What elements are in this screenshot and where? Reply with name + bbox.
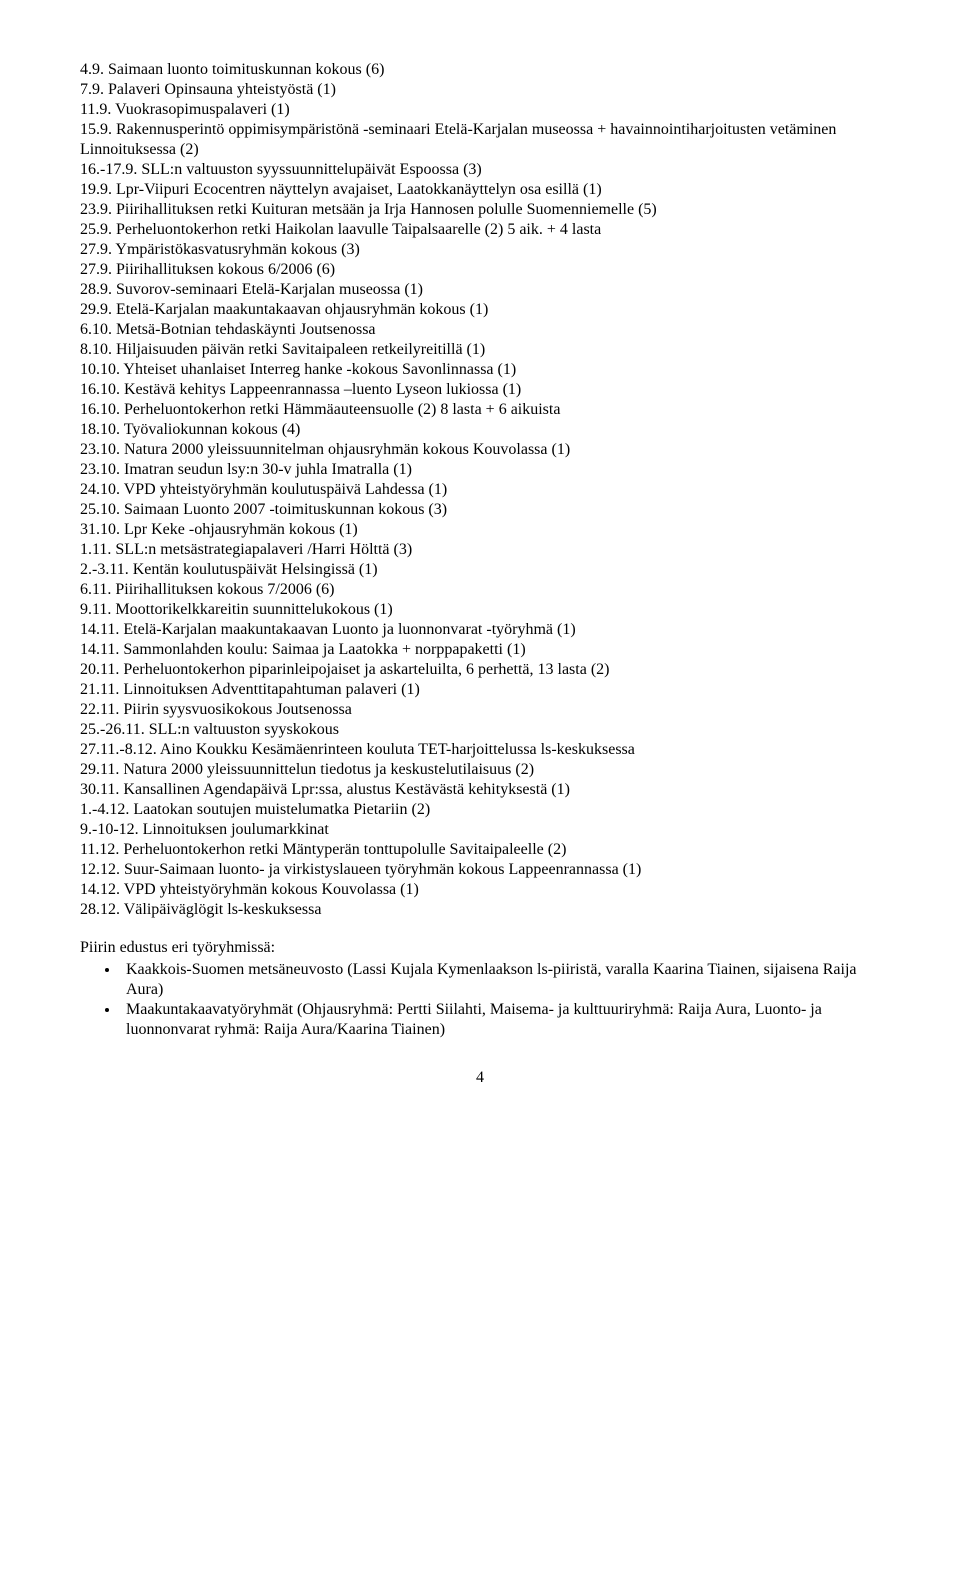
event-line: 27.11.-8.12. Aino Koukku Kesämäenrinteen… [80,740,880,760]
event-line: 29.9. Etelä-Karjalan maakuntakaavan ohja… [80,300,880,320]
event-line: 31.10. Lpr Keke -ohjausryhmän kokous (1) [80,520,880,540]
event-line: 25.-26.11. SLL:n valtuuston syyskokous [80,720,880,740]
event-line: 23.10. Imatran seudun lsy:n 30-v juhla I… [80,460,880,480]
event-line: 20.11. Perheluontokerhon piparinleipojai… [80,660,880,680]
event-line: 14.11. Sammonlahden koulu: Saimaa ja Laa… [80,640,880,660]
event-line: 28.9. Suvorov-seminaari Etelä-Karjalan m… [80,280,880,300]
event-line: 1.11. SLL:n metsästrategiapalaveri /Harr… [80,540,880,560]
event-line: 7.9. Palaveri Opinsauna yhteistyöstä (1) [80,80,880,100]
event-line: 22.11. Piirin syysvuosikokous Joutsenoss… [80,700,880,720]
event-line: 10.10. Yhteiset uhanlaiset Interreg hank… [80,360,880,380]
event-line: 12.12. Suur-Saimaan luonto- ja virkistys… [80,860,880,880]
event-line: 16.-17.9. SLL:n valtuuston syyssuunnitte… [80,160,880,180]
event-line: 2.-3.11. Kentän koulutuspäivät Helsingis… [80,560,880,580]
event-line: 23.9. Piirihallituksen retki Kuituran me… [80,200,880,220]
event-line: 25.9. Perheluontokerhon retki Haikolan l… [80,220,880,240]
event-line: 27.9. Ympäristökasvatusryhmän kokous (3) [80,240,880,260]
event-line: 21.11. Linnoituksen Adventtitapahtuman p… [80,680,880,700]
event-line: 14.12. VPD yhteistyöryhmän kokous Kouvol… [80,880,880,900]
event-line: 9.11. Moottorikelkkareitin suunnitteluko… [80,600,880,620]
event-line: 18.10. Työvaliokunnan kokous (4) [80,420,880,440]
event-line: 16.10. Perheluontokerhon retki Hämmäaute… [80,400,880,420]
workgroup-bullet: Kaakkois-Suomen metsäneuvosto (Lassi Kuj… [120,960,880,1000]
workgroup-bullet-list: Kaakkois-Suomen metsäneuvosto (Lassi Kuj… [80,960,880,1040]
event-line: 23.10. Natura 2000 yleissuunnitelman ohj… [80,440,880,460]
event-list: 4.9. Saimaan luonto toimituskunnan kokou… [80,60,880,920]
event-line: 30.11. Kansallinen Agendapäivä Lpr:ssa, … [80,780,880,800]
document-body: 4.9. Saimaan luonto toimituskunnan kokou… [80,60,880,1040]
event-line: 19.9. Lpr-Viipuri Ecocentren näyttelyn a… [80,180,880,200]
event-line: 6.10. Metsä-Botnian tehdaskäynti Joutsen… [80,320,880,340]
event-line: 8.10. Hiljaisuuden päivän retki Savitaip… [80,340,880,360]
event-line: 6.11. Piirihallituksen kokous 7/2006 (6) [80,580,880,600]
event-line: 28.12. Välipäiväglögit ls-keskuksessa [80,900,880,920]
event-line: 27.9. Piirihallituksen kokous 6/2006 (6) [80,260,880,280]
event-line: 11.9. Vuokrasopimuspalaveri (1) [80,100,880,120]
event-line: 14.11. Etelä-Karjalan maakuntakaavan Luo… [80,620,880,640]
event-line: 9.-10-12. Linnoituksen joulumarkkinat [80,820,880,840]
event-line: 24.10. VPD yhteistyöryhmän koulutuspäivä… [80,480,880,500]
event-line: 4.9. Saimaan luonto toimituskunnan kokou… [80,60,880,80]
event-line: 29.11. Natura 2000 yleissuunnittelun tie… [80,760,880,780]
event-line: 25.10. Saimaan Luonto 2007 -toimituskunn… [80,500,880,520]
workgroup-bullet: Maakuntakaavatyöryhmät (Ohjausryhmä: Per… [120,1000,880,1040]
subheading-workgroups: Piirin edustus eri työryhmissä: [80,938,880,958]
event-line: 11.12. Perheluontokerhon retki Mäntyperä… [80,840,880,860]
section-gap [80,920,880,938]
page-number: 4 [80,1068,880,1088]
event-line: 1.-4.12. Laatokan soutujen muistelumatka… [80,800,880,820]
event-line: 16.10. Kestävä kehitys Lappeenrannassa –… [80,380,880,400]
event-line: 15.9. Rakennusperintö oppimisympäristönä… [80,120,880,160]
